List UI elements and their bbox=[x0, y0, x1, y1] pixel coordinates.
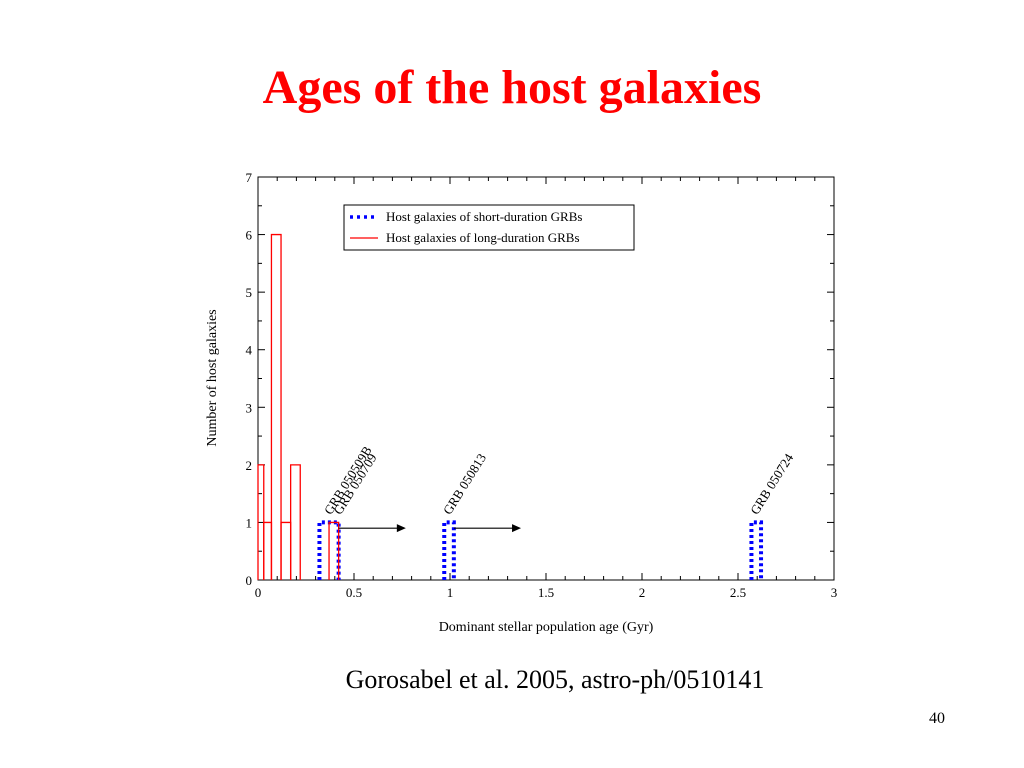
y-tick-label: 2 bbox=[246, 458, 253, 473]
x-tick-label: 2.5 bbox=[730, 585, 746, 600]
y-tick-label: 0 bbox=[246, 573, 253, 588]
long-grb-bar bbox=[289, 464, 301, 580]
legend-label-long: Host galaxies of long-duration GRBs bbox=[386, 230, 580, 245]
y-tick-label: 3 bbox=[246, 400, 253, 415]
slide-title: Ages of the host galaxies bbox=[262, 61, 762, 114]
grb-label: GRB 050813 bbox=[440, 451, 489, 517]
legend: Host galaxies of short-duration GRBs Hos… bbox=[343, 204, 635, 251]
y-axis-label: Number of host galaxies bbox=[205, 309, 220, 446]
long-grb-bar bbox=[270, 233, 282, 580]
series-layer bbox=[257, 233, 764, 580]
long-grb-bar bbox=[280, 521, 292, 580]
arrow-head bbox=[512, 524, 522, 533]
page-number: 40 bbox=[929, 710, 945, 727]
short-grb-bar bbox=[749, 520, 764, 580]
arrow-head bbox=[396, 524, 406, 533]
x-tick-label: 0.5 bbox=[346, 585, 362, 600]
x-tick-label: 1 bbox=[447, 585, 454, 600]
legend-box bbox=[343, 204, 635, 251]
citation-caption: Gorosabel et al. 2005, astro-ph/0510141 bbox=[345, 665, 765, 694]
y-tick-label: 6 bbox=[246, 228, 253, 243]
legend-label-short: Host galaxies of short-duration GRBs bbox=[386, 209, 582, 224]
y-tick-label: 5 bbox=[246, 285, 253, 300]
x-tick-label: 3 bbox=[831, 585, 838, 600]
grb-label: GRB 050724 bbox=[747, 450, 797, 517]
y-tick-label: 7 bbox=[246, 170, 253, 185]
long-grb-bar bbox=[263, 521, 273, 580]
long-grb-bar bbox=[328, 521, 340, 580]
y-tick-label: 4 bbox=[246, 343, 253, 358]
x-tick-label: 0 bbox=[255, 585, 262, 600]
x-tick-label: 2 bbox=[639, 585, 646, 600]
x-axis-label: Dominant stellar population age (Gyr) bbox=[439, 620, 654, 635]
x-tick-label: 1.5 bbox=[538, 585, 554, 600]
y-tick-label: 1 bbox=[246, 515, 253, 530]
short-grb-bar bbox=[442, 520, 456, 580]
